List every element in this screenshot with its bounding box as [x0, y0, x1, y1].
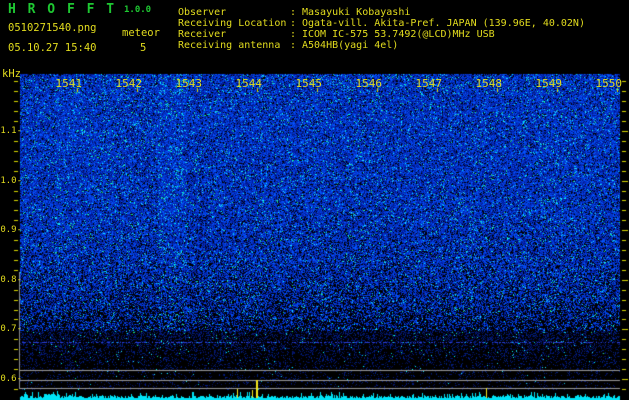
info-row-observer: Observer: Masayuki Kobayashi — [178, 7, 585, 18]
info-separator: : — [290, 18, 297, 29]
freq-tick-label: 0.9- — [0, 225, 22, 236]
info-label: Receiver — [178, 29, 227, 40]
info-row-receiver: Receiver: ICOM IC-575 53.7492(@LCD)MHz US… — [178, 29, 585, 40]
station-info: Observer: Masayuki Kobayashi Receiving Lo… — [178, 7, 585, 51]
freq-tick-label: 1.0- — [0, 175, 22, 186]
app-version: 1.0.0 — [124, 5, 152, 15]
info-value: Masayuki Kobayashi — [302, 7, 411, 18]
mode-label: meteor — [122, 27, 160, 39]
time-tick-label: 1548 — [475, 77, 503, 90]
info-label: Receiving antenna — [178, 40, 281, 51]
info-row-location: Receiving Location: Ogata-vill. Akita-Pre… — [178, 18, 585, 29]
info-value: Ogata-vill. Akita-Pref. JAPAN (139.96E, … — [302, 18, 585, 29]
time-tick-label: 1545 — [295, 77, 323, 90]
info-label: Observer — [178, 7, 227, 18]
datetime-label: 05.10.27 15:40 — [8, 42, 97, 54]
info-row-antenna: Receiving antenna: A504HB(yagi 4el) — [178, 40, 585, 51]
freq-tick-label: 0.6- — [0, 374, 22, 384]
time-tick-label: 1543 — [175, 77, 203, 90]
freq-tick-label: 1.1- — [0, 126, 22, 136]
time-tick-label: 1547 — [415, 77, 443, 90]
app-title: H R O F F T — [8, 2, 117, 17]
info-value: ICOM IC-575 53.7492(@LCD)MHz USB — [302, 29, 495, 40]
output-filename: 0510271540.png — [8, 22, 97, 34]
info-separator: : — [290, 40, 297, 51]
freq-tick-label: 0.7- — [0, 324, 22, 335]
meteor-count: 5 — [140, 42, 147, 54]
time-tick-label: 1550 — [595, 77, 623, 90]
time-tick-label: 1542 — [115, 77, 143, 90]
info-separator: : — [290, 29, 297, 40]
info-separator: : — [290, 7, 297, 18]
freq-unit-label: kHz — [2, 68, 21, 80]
freq-tick-label: 0.8- — [0, 274, 22, 285]
time-tick-label: 1541 — [55, 77, 83, 90]
time-tick-label: 1546 — [355, 77, 383, 90]
info-value: A504HB(yagi 4el) — [302, 40, 399, 51]
time-tick-label: 1544 — [235, 77, 263, 90]
info-label: Receiving Location — [178, 18, 287, 29]
time-tick-label: 1549 — [535, 77, 563, 90]
